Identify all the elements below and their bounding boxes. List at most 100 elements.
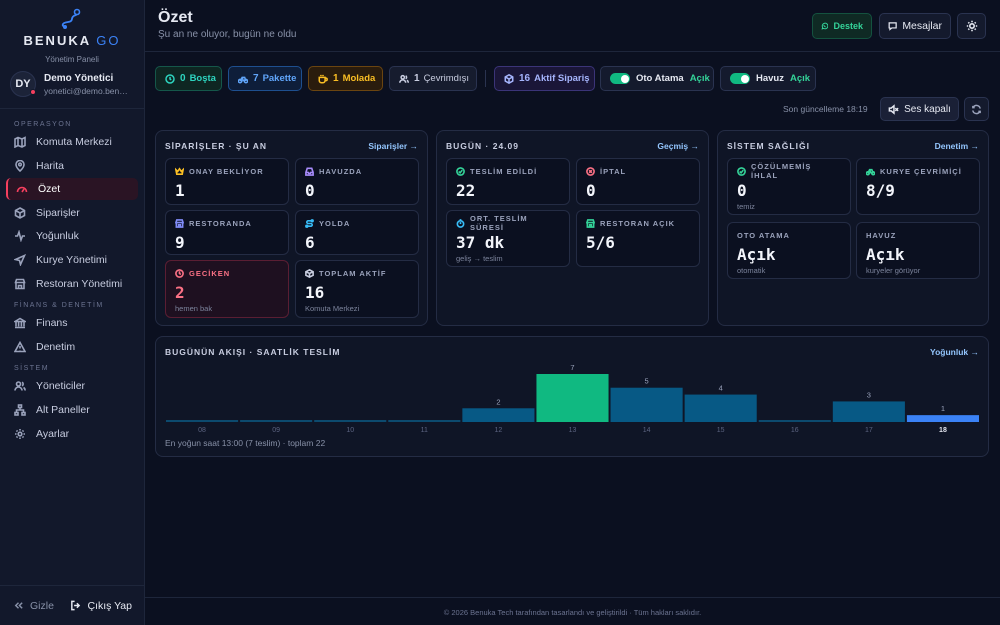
gauge-icon	[16, 186, 28, 193]
package-icon	[14, 206, 26, 219]
bar-value-label: 2	[496, 397, 500, 406]
nav-item-alt-paneller[interactable]: Alt Paneller	[6, 399, 138, 421]
toggle-switch[interactable]	[610, 73, 630, 84]
refresh-icon	[972, 104, 981, 114]
theme-toggle-button[interactable]	[957, 13, 986, 39]
pool-toggle[interactable]: Havuz Açık	[720, 66, 816, 91]
refresh-button[interactable]	[964, 97, 989, 121]
bar-11[interactable]	[388, 420, 461, 422]
tile-at-restaurant[interactable]: RESTORANDA 9	[165, 210, 289, 255]
status-break-badge[interactable]: 1 Molada	[308, 66, 383, 91]
section-title-sistem: SİSTEM	[14, 365, 50, 373]
user-profile[interactable]: DY Demo Yönetici yonetici@demo.benukago.…	[0, 66, 144, 102]
tile-cancelled[interactable]: İPTAL 0	[576, 158, 700, 205]
map-icon	[14, 136, 26, 148]
bar-14[interactable]	[610, 387, 683, 422]
status-delivering-badge[interactable]: 7 Pakette	[228, 66, 302, 91]
navigation-icon	[14, 253, 26, 266]
volume-off-icon	[888, 103, 899, 115]
tile-restaurants-open[interactable]: RESTORAN AÇIK 5/6	[576, 210, 700, 267]
status-idle-badge[interactable]: 0 Boşta	[155, 66, 222, 91]
bar-13[interactable]	[536, 374, 609, 422]
nav-item-siparisler[interactable]: Siparişler	[6, 202, 138, 224]
bar-17[interactable]	[832, 401, 905, 422]
tile-delayed[interactable]: GECİKEN 2 hemen bak	[165, 260, 289, 318]
tile-delivered[interactable]: TESLİM EDİLDİ 22	[446, 158, 570, 205]
bar-18[interactable]	[906, 415, 979, 422]
bar-15[interactable]	[684, 394, 757, 422]
x-tick-label: 12	[495, 427, 503, 434]
tile-in-pool[interactable]: HAVUZDA 0	[295, 158, 419, 205]
tile-awaiting-approval[interactable]: ONAY BEKLİYOR 1	[165, 158, 289, 205]
tile-avg-delivery-time[interactable]: ORT. TESLİM SÜRESİ 37 dk geliş → teslim	[446, 210, 570, 267]
sound-toggle-button[interactable]: Ses kapalı	[880, 97, 959, 121]
density-link[interactable]: Yoğunluk →	[930, 347, 979, 357]
nav-item-denetim[interactable]: Denetim	[6, 336, 138, 358]
activity-icon	[15, 230, 25, 243]
tile-unresolved-violations[interactable]: ÇÖZÜLMEMİŞ İHLAL 0 temiz	[727, 158, 851, 215]
x-tick-label: 10	[346, 427, 354, 434]
bar-value-label: 4	[719, 384, 723, 393]
collapse-sidebar-button[interactable]: Gizle	[13, 600, 54, 612]
chart-summary: En yoğun saat 13:00 (7 teslim) · toplam …	[165, 438, 326, 448]
logout-button[interactable]: Çıkış Yap	[70, 600, 132, 612]
page-title: Özet	[158, 9, 193, 26]
x-circle-icon	[586, 166, 595, 176]
history-link[interactable]: Geçmiş →	[657, 141, 699, 151]
tile-on-the-way[interactable]: YOLDA 6	[295, 210, 419, 255]
nav-item-kurye-yonetimi[interactable]: Kurye Yönetimi	[6, 249, 138, 271]
store-icon	[586, 218, 595, 228]
bike-icon	[866, 168, 875, 176]
check-circle-icon	[456, 166, 465, 176]
gear-icon	[15, 428, 25, 439]
crown-icon	[175, 166, 184, 175]
bar-12[interactable]	[462, 408, 535, 422]
bar-10[interactable]	[314, 420, 387, 422]
map-pin-icon	[15, 159, 25, 172]
bar-16[interactable]	[758, 420, 831, 422]
tile-pool[interactable]: HAVUZ Açık kuryeler görüyor	[856, 222, 980, 279]
nav-item-yoneticiler[interactable]: Yöneticiler	[6, 375, 138, 397]
x-tick-label: 13	[569, 427, 577, 434]
store-icon	[175, 218, 184, 228]
status-offline-badge[interactable]: 1 Çevrimdışı	[389, 66, 477, 91]
nav-item-komuta-merkezi[interactable]: Komuta Merkezi	[6, 131, 138, 153]
audit-link[interactable]: Denetim →	[934, 141, 979, 151]
avatar: DY	[10, 71, 36, 97]
toggle-switch[interactable]	[730, 73, 750, 84]
active-orders-badge[interactable]: 16 Aktif Sipariş	[494, 66, 595, 91]
messages-button[interactable]: Mesajlar	[879, 13, 951, 39]
sidebar: BENUKA GO Yönetim Paneli DY Demo Yönetic…	[0, 0, 145, 625]
user-name: Demo Yönetici	[44, 72, 114, 84]
support-button[interactable]: Destek	[812, 13, 872, 39]
tile-total-active[interactable]: TOPLAM AKTİF 16 Komuta Merkezi	[295, 260, 419, 318]
bar-value-label: 3	[867, 390, 871, 399]
tile-couriers-online[interactable]: KURYE ÇEVRİMİÇİ 8/9	[856, 158, 980, 215]
store-icon	[14, 278, 26, 289]
timer-icon	[456, 218, 465, 228]
section-title-finans: FİNANS & DENETİM	[14, 302, 104, 310]
x-tick-label: 18	[939, 427, 947, 434]
nav-item-finans[interactable]: Finans	[6, 312, 138, 334]
orders-link[interactable]: Siparişler →	[368, 141, 418, 151]
bar-value-label: 1	[941, 404, 945, 413]
nav-item-yogunluk[interactable]: Yoğunluk	[6, 225, 138, 247]
bar-08[interactable]	[166, 420, 239, 422]
last-updated: Son güncelleme 18:19	[783, 104, 868, 114]
logout-icon	[71, 600, 81, 611]
bar-09[interactable]	[240, 420, 313, 422]
check-circle-icon	[737, 166, 746, 176]
whatsapp-icon	[821, 22, 829, 30]
package-icon	[504, 73, 514, 84]
nav-item-ayarlar[interactable]: Ayarlar	[6, 423, 138, 445]
nav-item-ozet[interactable]: Özet	[6, 178, 138, 201]
message-icon	[888, 22, 897, 31]
tile-auto-assign[interactable]: OTO ATAMA Açık otomatik	[727, 222, 851, 279]
clock-icon	[165, 73, 175, 84]
nav-item-harita[interactable]: Harita	[6, 155, 138, 177]
auto-assign-toggle[interactable]: Oto Atama Açık	[600, 66, 714, 91]
sitemap-icon	[14, 404, 26, 416]
nav-item-restoran-yonetimi[interactable]: Restoran Yönetimi	[6, 273, 138, 295]
package-icon	[305, 268, 314, 278]
panel-label: Yönetim Paneli	[45, 55, 99, 64]
